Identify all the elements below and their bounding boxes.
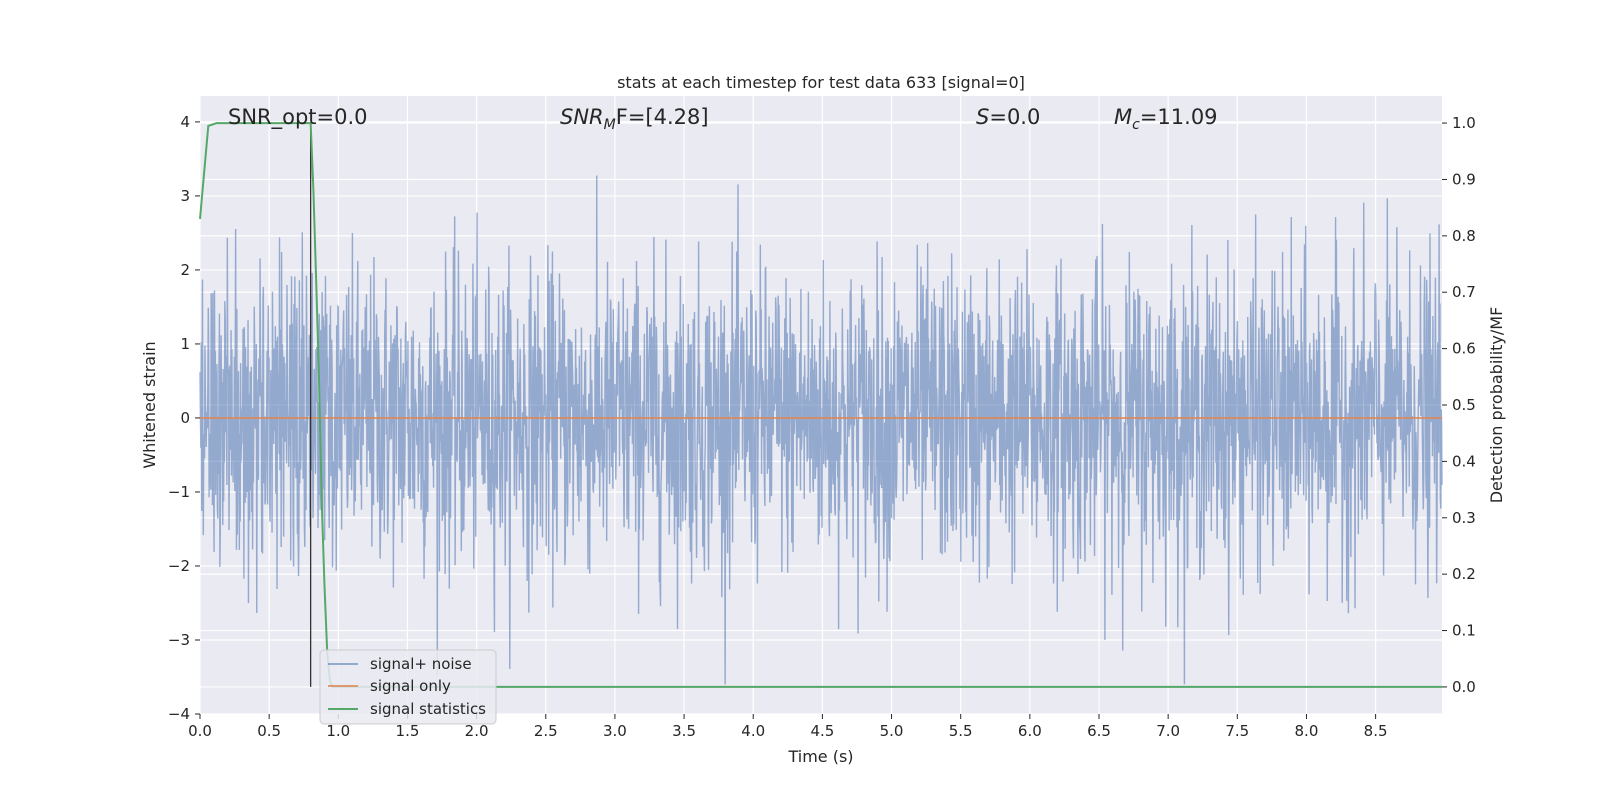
annotation-snr-mf-sub: M (604, 117, 616, 133)
x-axis-label: Time (s) (787, 747, 853, 766)
annotation-mc: Mc=11.09 (1114, 105, 1218, 133)
annotation-mc-sub: c (1132, 117, 1140, 133)
x-tick-label: 3.0 (603, 722, 627, 740)
x-tick-label: 1.5 (396, 722, 420, 740)
annotation-s-rest: =0.0 (989, 105, 1040, 129)
legend-box (319, 649, 497, 725)
y-tick-label: −4 (168, 705, 190, 723)
annotation-snr-opt: SNR_opt=0.0 (228, 105, 368, 130)
y-tick-label: −3 (168, 631, 190, 649)
y2-tick-label: 0.8 (1452, 227, 1476, 245)
y-tick-label: 3 (180, 187, 190, 205)
x-tick-label: 3.5 (672, 722, 696, 740)
chart-title: stats at each timestep for test data 633… (617, 73, 1025, 92)
annotation-snr-mf: SNRMF=[4.28] (560, 105, 709, 133)
signal-noise-line (199, 175, 1443, 685)
x-tick-label: 5.5 (949, 722, 973, 740)
x-tick-label: 2.5 (534, 722, 558, 740)
y2-tick-label: 0.1 (1452, 622, 1476, 640)
y2-tick-label: 0.3 (1452, 509, 1476, 527)
y2-tick-label: 0.5 (1452, 396, 1476, 414)
y2-tick-label: 0.6 (1452, 340, 1476, 358)
x-tick-label: 7.0 (1156, 722, 1180, 740)
y2-tick-label: 0.0 (1452, 678, 1476, 696)
y-tick-label: 2 (180, 261, 190, 279)
annotation-mc-rest: =11.09 (1140, 105, 1218, 129)
x-tick-label: 4.0 (741, 722, 765, 740)
x-tick-label: 2.0 (465, 722, 489, 740)
y2-tick-label: 0.2 (1452, 565, 1476, 583)
annotation-s: S=0.0 (976, 105, 1040, 129)
x-tick-label: 7.5 (1225, 722, 1249, 740)
x-tick-label: 6.5 (1087, 722, 1111, 740)
series-signal-noise (199, 175, 1443, 685)
y2-tick-label: 0.9 (1452, 170, 1476, 188)
y-axis-label: Whitened strain (140, 341, 159, 468)
y2-tick-label: 0.4 (1452, 452, 1476, 470)
x-tick-label: 1.0 (326, 722, 350, 740)
x-tick-label: 6.0 (1018, 722, 1042, 740)
annotation-snr-mf-rest: F=[4.28] (616, 105, 709, 129)
axis-ticks: 0.0 0.5 1.0 1.5 2.0 2.5 3.0 3.5 4.0 4.5 5.0 5.5 6.0 6… (168, 113, 1476, 740)
x-tick-label: 0.5 (257, 722, 281, 740)
y-tick-label: 1 (180, 335, 190, 353)
y-tick-label: 0 (180, 409, 190, 427)
annotation-s-main: S (976, 105, 989, 129)
y-tick-label: −2 (168, 557, 190, 575)
x-tick-label: 5.0 (880, 722, 904, 740)
y-tick-label: 4 (180, 113, 190, 131)
legend-label-signal-statistics: signal statistics (370, 700, 486, 718)
x-tick-label: 0.0 (188, 722, 212, 740)
y-tick-label: −1 (168, 483, 190, 501)
legend: signal+ noise signal only signal statist… (319, 649, 497, 725)
y2-tick-label: 0.7 (1452, 283, 1476, 301)
annotation-snr-mf-main: SNR (560, 105, 604, 129)
y2-tick-label: 1.0 (1452, 114, 1476, 132)
annotation-mc-main: M (1114, 105, 1132, 129)
legend-label-signal-noise: signal+ noise (370, 655, 472, 673)
x-tick-label: 4.5 (810, 722, 834, 740)
y2-axis-label: Detection probability/MF (1487, 307, 1506, 504)
x-tick-label: 8.5 (1364, 722, 1388, 740)
legend-label-signal-only: signal only (370, 677, 451, 695)
x-tick-label: 8.0 (1295, 722, 1319, 740)
